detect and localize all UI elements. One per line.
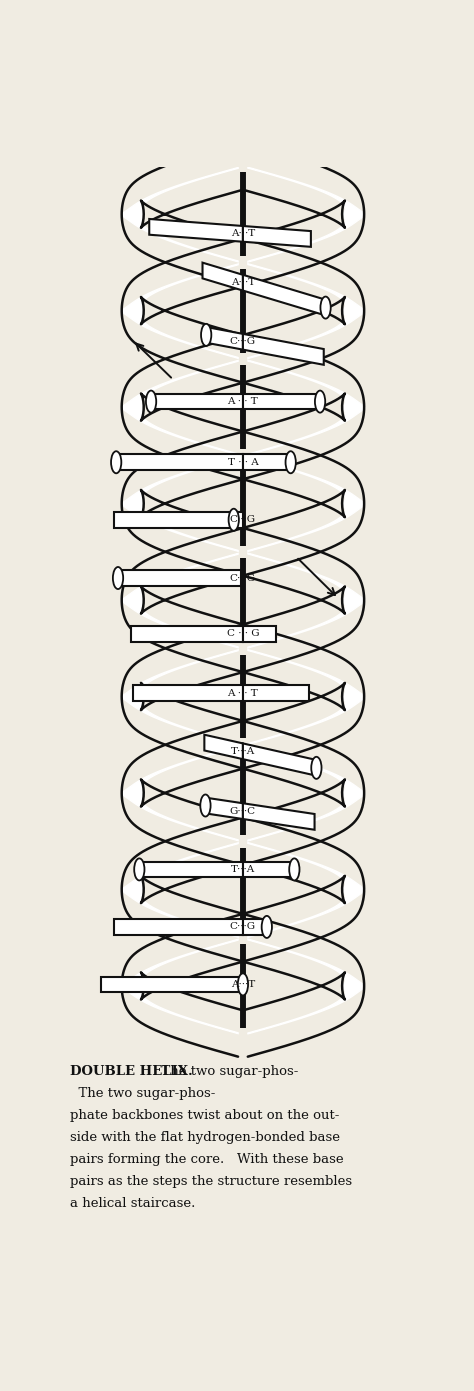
Polygon shape: [241, 570, 243, 586]
Polygon shape: [204, 734, 243, 759]
Circle shape: [311, 757, 321, 779]
Text: T···A: T···A: [231, 747, 255, 755]
Text: A · · T: A · · T: [228, 396, 258, 406]
Polygon shape: [101, 976, 243, 992]
Text: C···G: C···G: [230, 515, 256, 524]
Polygon shape: [243, 275, 326, 316]
Polygon shape: [243, 626, 276, 641]
Polygon shape: [243, 919, 267, 935]
Text: A···T: A···T: [231, 230, 255, 238]
Polygon shape: [234, 512, 243, 527]
Circle shape: [315, 391, 325, 413]
Circle shape: [320, 296, 331, 319]
Circle shape: [238, 974, 248, 996]
Circle shape: [289, 858, 300, 881]
Text: side with the flat hydrogen-bonded base: side with the flat hydrogen-bonded base: [70, 1131, 340, 1143]
Polygon shape: [139, 861, 243, 878]
Text: C···G: C···G: [230, 337, 256, 346]
Polygon shape: [243, 861, 294, 878]
Polygon shape: [114, 919, 243, 935]
Circle shape: [113, 568, 123, 588]
Polygon shape: [243, 686, 309, 701]
Text: DOUBLE HELIX.: DOUBLE HELIX.: [70, 1064, 193, 1078]
Text: pairs as the steps the structure resembles: pairs as the steps the structure resembl…: [70, 1175, 352, 1188]
Circle shape: [146, 391, 156, 413]
Polygon shape: [149, 218, 243, 242]
Polygon shape: [118, 570, 243, 586]
Text: phate backbones twist about on the out-: phate backbones twist about on the out-: [70, 1109, 340, 1121]
Polygon shape: [243, 225, 311, 246]
Text: A · · T: A · · T: [228, 689, 258, 697]
Polygon shape: [131, 626, 243, 641]
Text: A···T: A···T: [231, 278, 255, 287]
Polygon shape: [243, 803, 315, 830]
Text: pairs forming the core.   With these base: pairs forming the core. With these base: [70, 1153, 344, 1166]
Text: The two sugar-phos-: The two sugar-phos-: [153, 1064, 298, 1078]
Polygon shape: [151, 394, 243, 409]
Text: T · · A: T · · A: [228, 458, 258, 467]
Circle shape: [111, 451, 121, 473]
Polygon shape: [243, 455, 291, 470]
Polygon shape: [133, 686, 243, 701]
Circle shape: [201, 324, 211, 346]
Circle shape: [201, 794, 210, 817]
Polygon shape: [205, 797, 243, 819]
Text: G···C: G···C: [230, 807, 256, 815]
Polygon shape: [202, 263, 243, 291]
Text: The two sugar-phos-: The two sugar-phos-: [70, 1086, 216, 1100]
Circle shape: [262, 915, 272, 938]
Text: C···G: C···G: [230, 922, 256, 932]
Circle shape: [285, 451, 296, 473]
Text: C · · G: C · · G: [227, 630, 259, 638]
Polygon shape: [114, 512, 243, 527]
Text: a helical staircase.: a helical staircase.: [70, 1198, 196, 1210]
Polygon shape: [206, 327, 243, 349]
Text: T···A: T···A: [231, 865, 255, 874]
Circle shape: [134, 858, 145, 881]
Text: A···T: A···T: [231, 979, 255, 989]
Circle shape: [228, 509, 239, 531]
Polygon shape: [116, 455, 243, 470]
Text: C···G: C···G: [230, 573, 256, 583]
Polygon shape: [243, 394, 320, 409]
Polygon shape: [243, 743, 316, 776]
Polygon shape: [243, 334, 324, 364]
